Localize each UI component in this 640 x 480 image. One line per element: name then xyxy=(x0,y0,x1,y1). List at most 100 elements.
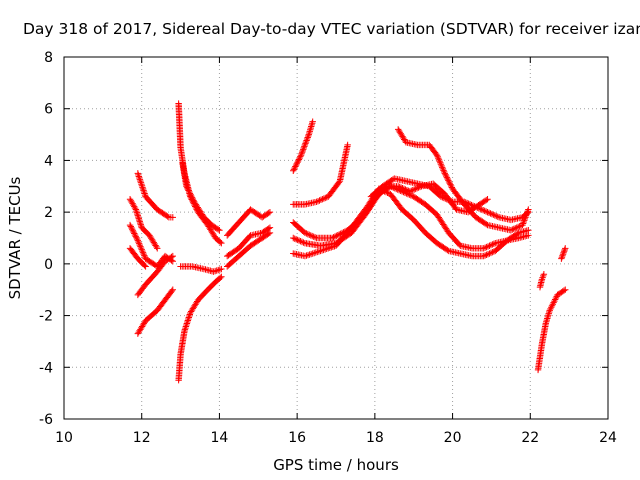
data-point xyxy=(432,150,440,158)
data-point xyxy=(216,266,224,273)
data-point xyxy=(516,223,523,230)
data-point xyxy=(139,249,147,256)
data-point xyxy=(309,118,316,125)
data-point xyxy=(446,180,453,187)
data-point xyxy=(489,241,496,248)
data-point xyxy=(519,221,526,229)
data-point xyxy=(307,232,314,239)
data-point xyxy=(186,188,193,196)
data-point xyxy=(326,244,333,252)
data-point xyxy=(295,157,302,165)
data-point xyxy=(509,226,516,233)
series-arc-d xyxy=(126,245,149,270)
data-point xyxy=(388,183,396,191)
data-point xyxy=(139,185,147,193)
data-point xyxy=(484,196,491,203)
data-point xyxy=(168,253,175,261)
data-point xyxy=(300,144,308,152)
data-point xyxy=(140,188,148,196)
data-point xyxy=(141,191,149,199)
data-point xyxy=(131,231,139,239)
data-point xyxy=(214,226,222,233)
x-tick-label: 14 xyxy=(211,430,229,446)
y-axis-label: SDTVAR / TECUs xyxy=(6,176,24,299)
data-point xyxy=(487,241,495,249)
data-point xyxy=(331,233,339,240)
data-point xyxy=(512,225,519,232)
data-point xyxy=(141,262,148,269)
series-arc-h xyxy=(179,159,223,234)
data-point xyxy=(522,214,529,221)
data-point xyxy=(134,237,142,244)
data-point xyxy=(560,287,568,294)
data-point xyxy=(295,156,303,163)
data-point xyxy=(445,196,452,204)
data-point xyxy=(297,152,305,159)
data-point xyxy=(137,244,145,252)
x-tick-label: 20 xyxy=(444,430,462,446)
data-point xyxy=(303,230,310,237)
data-point xyxy=(325,245,332,252)
data-point xyxy=(514,223,522,231)
data-point xyxy=(132,233,139,240)
data-point xyxy=(313,198,320,205)
data-point xyxy=(137,177,144,185)
data-point xyxy=(525,227,532,234)
data-point xyxy=(524,207,531,215)
data-point xyxy=(482,208,490,215)
data-point xyxy=(139,247,146,255)
series-arc-f xyxy=(134,286,176,337)
data-point xyxy=(135,173,143,180)
data-point xyxy=(131,230,138,237)
data-point xyxy=(309,232,316,240)
data-point xyxy=(540,272,547,280)
data-point xyxy=(559,251,567,258)
data-point xyxy=(126,221,134,229)
data-point xyxy=(217,274,224,282)
data-point xyxy=(391,185,398,192)
data-point xyxy=(314,197,322,205)
data-point xyxy=(294,236,301,244)
data-point xyxy=(317,196,325,204)
data-point xyxy=(154,245,161,252)
data-point xyxy=(488,210,496,218)
data-point xyxy=(266,229,274,237)
data-point xyxy=(303,252,310,259)
data-point xyxy=(183,184,191,191)
x-axis-label: GPS time / hours xyxy=(273,456,399,474)
data-point xyxy=(298,149,306,156)
data-point xyxy=(546,307,553,314)
data-point xyxy=(131,204,139,212)
series-arc-a xyxy=(126,196,161,252)
data-point xyxy=(560,249,567,256)
data-point xyxy=(478,206,485,213)
data-point xyxy=(548,304,555,311)
data-point xyxy=(168,287,176,295)
data-point xyxy=(314,248,321,256)
data-point xyxy=(310,233,317,240)
data-point xyxy=(483,251,490,259)
data-point xyxy=(548,302,556,309)
data-point xyxy=(443,196,450,203)
data-point xyxy=(490,240,498,248)
data-point xyxy=(439,164,446,171)
data-point xyxy=(435,156,443,163)
data-point xyxy=(440,168,448,176)
data-point xyxy=(323,245,330,253)
data-point xyxy=(487,210,494,217)
data-point xyxy=(539,274,546,281)
series-arc-n xyxy=(290,118,316,174)
y-tick-label: -6 xyxy=(39,412,53,428)
data-point xyxy=(169,214,176,221)
data-point xyxy=(407,192,414,199)
data-point xyxy=(447,182,455,190)
data-point xyxy=(306,251,313,258)
data-point xyxy=(218,273,225,280)
data-point xyxy=(135,240,143,247)
data-point xyxy=(483,221,490,228)
data-point xyxy=(297,238,304,245)
series-arc-r xyxy=(290,185,532,260)
data-point xyxy=(483,196,490,204)
data-point xyxy=(290,234,297,242)
data-point xyxy=(483,243,490,251)
